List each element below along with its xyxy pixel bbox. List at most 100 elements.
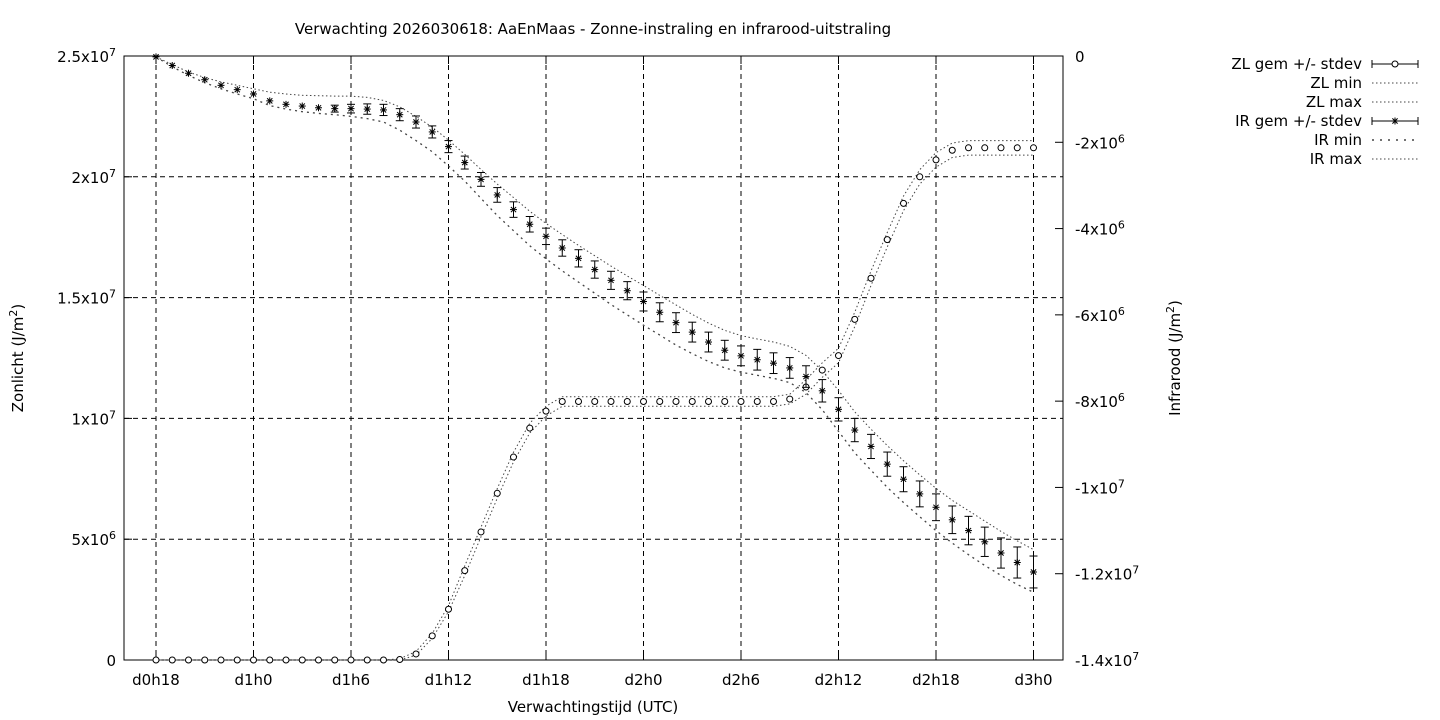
zl-point-52: [997, 144, 1005, 152]
legend-label: IR gem +/- stdev: [1235, 112, 1362, 130]
zl-point-51: [981, 144, 989, 152]
zl-point-41: [818, 366, 826, 374]
y-right-tick-label: -6x106: [1075, 305, 1125, 325]
legend-item-1: ZL min: [1310, 74, 1418, 92]
star-marker-d2: [786, 364, 793, 371]
ir-point-39: [785, 357, 794, 379]
star-marker-d2: [494, 191, 501, 198]
ir-point-5: [233, 86, 241, 94]
zl-point-0: [152, 656, 160, 664]
x-tick-label: d1h12: [425, 671, 473, 689]
ir-point-10: [315, 104, 322, 112]
circle-marker: [575, 397, 582, 405]
plot-frame: [123, 55, 1064, 661]
ir-point-52: [997, 537, 1005, 569]
circle-marker: [250, 656, 257, 664]
ir-point-8: [282, 100, 290, 108]
star-marker-d2: [656, 309, 663, 316]
zl-point-19: [461, 567, 469, 575]
circle-marker: [1030, 144, 1037, 152]
ir-point-2: [185, 69, 192, 77]
circle-marker: [428, 632, 436, 640]
y-axis-left-title: Zonlicht (J/m2): [7, 304, 27, 413]
zl-point-34: [705, 397, 712, 405]
legend-item-3: IR gem +/- stdev: [1235, 112, 1419, 130]
circle-marker: [867, 274, 875, 282]
ir-point-25: [558, 239, 567, 257]
ir-point-0: [152, 53, 160, 61]
star-marker-d2: [380, 106, 387, 113]
circle-marker: [298, 656, 306, 664]
ir-point-54: [1029, 555, 1038, 589]
star-marker-d2: [640, 298, 647, 305]
circle-marker: [900, 199, 907, 207]
circle-marker: [705, 397, 712, 405]
zl-point-26: [575, 397, 582, 405]
star-marker-d2: [721, 347, 728, 354]
x-tick-label: d1h18: [522, 671, 570, 689]
circle-marker: [688, 397, 696, 405]
star-marker-d2: [396, 111, 403, 118]
ir-point-7: [266, 97, 274, 105]
x-tick-label: d3h0: [1014, 671, 1052, 689]
star-marker-d2: [770, 360, 777, 367]
y-right-tick-label: 0: [1075, 48, 1085, 66]
zl-point-23: [526, 424, 534, 432]
circle-marker: [185, 656, 192, 664]
zl-point-42: [835, 352, 842, 360]
star-marker-d2: [835, 406, 842, 413]
zl-point-39: [786, 395, 794, 403]
star-marker-d2: [884, 461, 891, 468]
y-axis-right-title: Infrarood (J/m2): [1164, 300, 1184, 416]
ir-point-20: [477, 171, 485, 187]
circle-marker: [607, 397, 615, 405]
x-tick-label: d0h18: [132, 671, 180, 689]
x-tick-label: d2h18: [912, 671, 960, 689]
zl-point-45: [883, 236, 891, 244]
circle-marker: [201, 656, 209, 664]
circle-marker: [786, 395, 794, 403]
y-left-tick-label: 5x106: [71, 529, 116, 549]
star-marker-d2: [478, 176, 484, 183]
zl-point-25: [558, 397, 566, 405]
series-line-zl-max: [156, 140, 1034, 661]
ir-point-46: [899, 466, 908, 493]
ir-point-30: [639, 291, 648, 312]
circle-marker: [282, 656, 290, 664]
circle-marker: [347, 656, 355, 664]
star-marker-d2: [331, 105, 338, 112]
y-left-tick-label: 2x107: [71, 167, 116, 187]
star-marker-d2: [413, 119, 419, 125]
star-marker-d2: [705, 339, 712, 345]
ir-point-21: [493, 187, 502, 203]
y-right-tick-label: -1.2x107: [1075, 564, 1139, 584]
star-marker-d2: [559, 245, 566, 251]
x-axis-title: Verwachtingstijd (UTC): [508, 698, 679, 716]
ir-point-1: [168, 61, 176, 69]
zl-point-54: [1030, 144, 1037, 152]
zl-point-50: [965, 144, 972, 152]
ir-point-14: [379, 103, 388, 117]
circle-marker: [948, 146, 956, 154]
star-marker-d2: [916, 490, 923, 497]
circle-marker: [445, 605, 452, 613]
zl-point-29: [623, 397, 631, 405]
legend-label: ZL gem +/- stdev: [1231, 55, 1362, 73]
ir-point-32: [672, 312, 680, 334]
circle-marker: [851, 315, 859, 323]
ir-point-49: [948, 505, 957, 535]
zl-point-17: [428, 632, 436, 640]
star-marker-d2: [299, 103, 306, 109]
zl-point-53: [1013, 144, 1021, 152]
ir-point-35: [720, 339, 729, 361]
circle-marker: [737, 397, 745, 405]
ir-point-40: [802, 365, 810, 388]
ir-point-47: [915, 480, 924, 508]
star-marker-d2: [543, 233, 549, 240]
star-marker-d2: [965, 527, 972, 534]
star-marker-d2: [673, 319, 679, 326]
grid-lines: [124, 56, 1063, 660]
x-tick-label: d1h0: [234, 671, 272, 689]
circle-marker: [965, 144, 972, 152]
